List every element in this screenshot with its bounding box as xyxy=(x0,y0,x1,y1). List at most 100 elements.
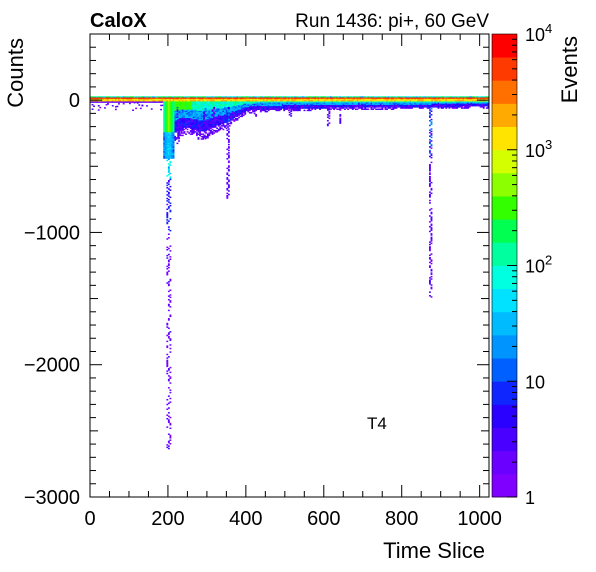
heatmap-cell xyxy=(214,121,217,124)
heatmap-cell xyxy=(183,104,186,107)
heatmap-cell xyxy=(250,107,253,109)
heatmap-cell xyxy=(167,368,170,370)
heatmap-cell xyxy=(197,137,200,139)
heatmap-cell xyxy=(322,97,325,99)
heatmap-cell xyxy=(320,102,323,105)
heatmap-cell xyxy=(200,119,203,121)
heatmap-cell xyxy=(264,109,267,112)
heatmap-cell xyxy=(144,101,147,103)
heatmap-cell xyxy=(227,140,230,142)
heatmap-cell xyxy=(169,177,172,180)
heatmap-cell xyxy=(270,104,273,107)
heatmap-cell xyxy=(319,99,321,102)
heatmap-cell xyxy=(163,154,166,157)
heatmap-cell xyxy=(224,112,226,114)
heatmap-cell xyxy=(172,108,175,110)
heatmap-cell xyxy=(256,96,259,98)
heatmap-cell xyxy=(231,114,234,116)
heatmap-cell xyxy=(468,104,471,107)
heatmap-cell xyxy=(220,97,223,99)
heatmap-cell xyxy=(398,103,401,106)
heatmap-cell xyxy=(213,122,215,125)
heatmap-cell xyxy=(428,246,431,248)
heatmap-cell xyxy=(208,120,211,122)
heatmap-cell xyxy=(409,96,412,98)
heatmap-cell xyxy=(403,104,406,107)
heatmap-cell xyxy=(195,101,198,103)
heatmap-cell xyxy=(167,337,170,339)
heatmap-cell xyxy=(214,131,217,133)
heatmap-cell xyxy=(205,104,208,107)
heatmap-cell xyxy=(259,99,262,102)
heatmap-cell xyxy=(216,120,219,122)
heatmap-cell xyxy=(247,101,250,103)
heatmap-cell xyxy=(188,103,191,106)
heatmap-cell xyxy=(171,143,173,145)
heatmap-cell xyxy=(354,103,357,106)
heatmap-cell xyxy=(169,115,172,118)
heatmap-cell xyxy=(219,127,222,130)
heatmap-cell xyxy=(217,116,220,119)
heatmap-cell xyxy=(185,119,187,121)
heatmap-cell xyxy=(203,123,206,126)
heatmap-cell xyxy=(167,133,170,135)
heatmap-cell xyxy=(273,103,276,106)
heatmap-cell xyxy=(105,101,108,103)
heatmap-cell xyxy=(227,109,230,111)
heatmap-cell xyxy=(411,104,413,107)
heatmap-cell xyxy=(177,108,180,110)
heatmap-cell xyxy=(426,99,429,102)
heatmap-cell xyxy=(239,99,242,102)
heatmap-cell xyxy=(242,114,245,116)
heatmap-cell xyxy=(376,96,379,98)
heatmap-cell xyxy=(456,102,459,105)
heatmap-cell xyxy=(292,101,295,103)
heatmap-cell xyxy=(440,97,443,99)
heatmap-cell xyxy=(208,114,211,116)
heatmap-cell xyxy=(436,104,438,107)
heatmap-cell xyxy=(428,129,431,131)
heatmap-cell xyxy=(464,96,466,98)
heatmap-cell xyxy=(423,104,426,107)
heatmap-cell xyxy=(384,101,387,103)
heatmap-cell xyxy=(178,136,180,139)
heatmap-cell xyxy=(334,97,337,99)
heatmap-cell xyxy=(175,131,178,133)
heatmap-cell xyxy=(294,104,297,107)
heatmap-cell xyxy=(166,212,169,214)
heatmap-cell xyxy=(224,97,226,99)
heatmap-cell xyxy=(445,107,448,109)
heatmap-cell xyxy=(421,96,424,98)
color-scale-band xyxy=(492,149,517,174)
heatmap-cell xyxy=(334,101,337,103)
heatmap-cell xyxy=(166,129,169,132)
heatmap-cell xyxy=(146,96,148,98)
plot-area xyxy=(90,96,489,450)
heatmap-cell xyxy=(181,132,184,134)
heatmap-cell xyxy=(96,96,99,98)
heatmap-cell xyxy=(167,207,170,209)
heatmap-cell xyxy=(277,106,279,108)
heatmap-cell xyxy=(166,215,169,218)
heatmap-cell xyxy=(253,109,256,111)
heatmap-cell xyxy=(91,103,94,106)
heatmap-cell xyxy=(169,202,172,205)
heatmap-cell xyxy=(169,443,172,445)
heatmap-cell xyxy=(252,98,254,101)
heatmap-cell xyxy=(185,98,187,101)
heatmap-cell xyxy=(350,104,353,107)
heatmap-cell xyxy=(319,104,321,107)
heatmap-cell xyxy=(356,106,359,108)
heatmap-cell xyxy=(226,192,229,195)
heatmap-cell xyxy=(431,103,434,106)
heatmap-cell xyxy=(450,104,452,107)
heatmap-cell xyxy=(284,96,287,98)
heatmap-cell xyxy=(175,119,178,121)
heatmap-cell xyxy=(365,103,368,106)
heatmap-cell xyxy=(423,102,426,105)
heatmap-cell xyxy=(164,137,167,139)
heatmap-cell xyxy=(195,134,198,137)
heatmap-cell xyxy=(171,118,173,120)
heatmap-cell xyxy=(114,108,117,111)
heatmap-cell xyxy=(166,360,169,363)
